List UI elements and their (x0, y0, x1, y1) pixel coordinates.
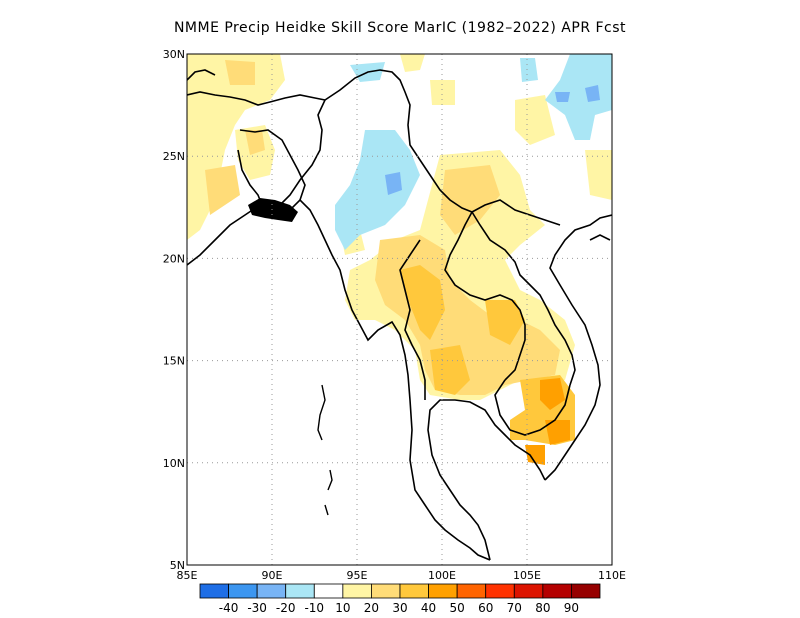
skill-region (555, 92, 570, 102)
colorbar-swatch (513, 583, 544, 599)
colorbar-swatch (371, 583, 401, 599)
colorbar-tick-label: 70 (507, 601, 522, 615)
colorbar-swatch (285, 583, 315, 599)
colorbar-labels: -40 -30 -20 -10 10 20 30 40 50 60 70 80 90 (219, 601, 579, 615)
skill-region (525, 445, 545, 465)
colorbar-swatch (199, 583, 229, 599)
lon-tick-label: 105E (513, 569, 541, 582)
colorbar (199, 583, 601, 599)
colorbar-swatch (342, 583, 372, 599)
colorbar-swatch (256, 583, 287, 599)
skill-region (430, 345, 470, 395)
colorbar-tick-label: 60 (478, 601, 493, 615)
lat-tick-label: 10N (163, 457, 185, 470)
skill-region (385, 172, 402, 195)
skill-region (585, 150, 612, 200)
colorbar-tick-label: 20 (364, 601, 379, 615)
skill-region (400, 54, 425, 72)
colorbar-tick-label: -20 (276, 601, 296, 615)
lat-tick-label: 5N (170, 559, 185, 572)
colorbar-swatch (571, 583, 601, 599)
skill-fields (187, 54, 612, 465)
skill-region (520, 58, 538, 82)
lon-tick-label: 90E (262, 569, 283, 582)
skill-region (585, 85, 600, 102)
skill-region (545, 420, 570, 445)
ganges-delta (248, 198, 298, 222)
skill-region (545, 54, 612, 140)
colorbar-swatch (228, 583, 258, 599)
lat-tick-label: 15N (163, 355, 185, 368)
skill-region (430, 80, 455, 105)
colorbar-swatch (428, 583, 458, 599)
plot-frame (186, 53, 613, 566)
colorbar-swatch (542, 583, 572, 599)
colorbar-tick-label: 90 (564, 601, 579, 615)
lat-tick-label: 30N (163, 48, 185, 61)
lat-tick-label: 25N (163, 150, 185, 163)
skill-region (515, 95, 555, 145)
latitude-ticks: 5N 10N 15N 20N 25N 30N (163, 48, 185, 572)
lon-tick-label: 100E (428, 569, 456, 582)
longitude-ticks: 85E 90E 95E 100E 105E 110E (177, 569, 626, 582)
colorbar-tick-label: -10 (304, 601, 324, 615)
islands (317, 384, 333, 516)
lat-tick-label: 20N (163, 252, 185, 265)
colorbar-tick-label: 80 (535, 601, 550, 615)
colorbar-swatch (399, 583, 429, 599)
lon-tick-label: 95E (347, 569, 368, 582)
skill-region (400, 265, 445, 340)
colorbar-tick-label: -40 (219, 601, 239, 615)
colorbar-tick-label: 30 (392, 601, 407, 615)
colorbar-tick-label: 10 (335, 601, 350, 615)
skill-region (245, 130, 265, 155)
map-title: NMME Precip Heidke Skill Score MarIC (19… (173, 20, 627, 36)
lat-lon-grid (187, 54, 612, 565)
skill-region (440, 165, 500, 235)
skill-region (335, 130, 420, 250)
skill-region (540, 378, 565, 410)
lon-tick-label: 85E (177, 569, 198, 582)
colorbar-tick-label: -30 (247, 601, 267, 615)
lon-tick-label: 110E (598, 569, 626, 582)
colorbar-tick-label: 50 (450, 601, 465, 615)
skill-region (485, 300, 525, 345)
skill-region (205, 165, 240, 215)
colorbar-swatch (456, 583, 487, 599)
colorbar-swatch (485, 583, 515, 599)
colorbar-swatch (313, 583, 344, 599)
colorbar-tick-label: 40 (421, 601, 436, 615)
skill-region (225, 60, 255, 85)
